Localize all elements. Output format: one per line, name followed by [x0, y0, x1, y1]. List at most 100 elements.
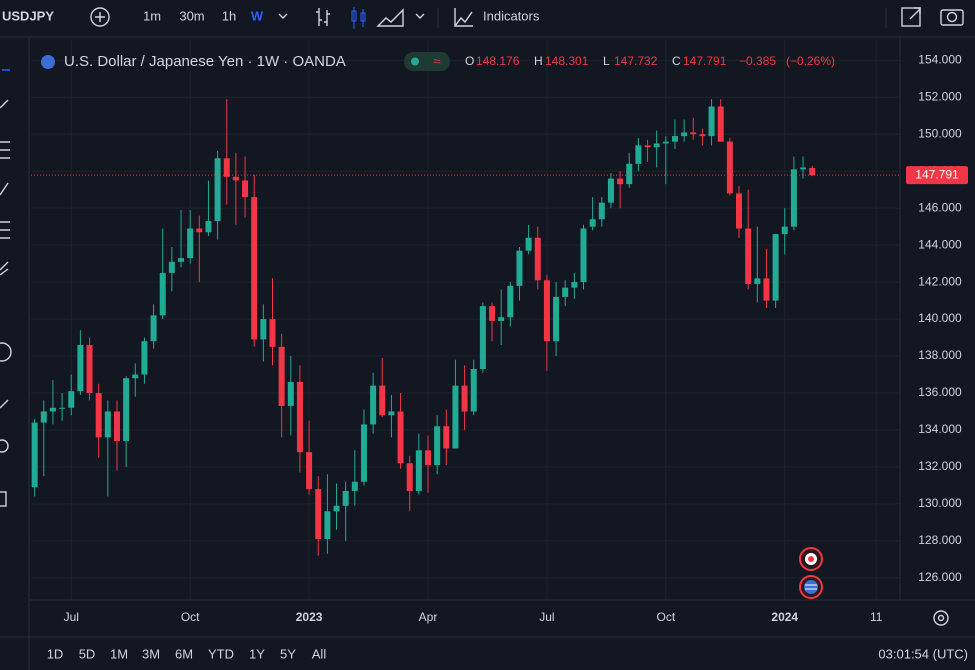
fullscreen-button[interactable] — [901, 7, 921, 27]
snapshot-button[interactable] — [940, 9, 964, 26]
range-button[interactable]: 5D — [79, 646, 96, 661]
range-button[interactable]: YTD — [208, 646, 234, 661]
range-button[interactable]: 1D — [47, 646, 64, 661]
ohlc-value: 147.791 — [683, 54, 727, 68]
event-marker[interactable] — [799, 547, 823, 571]
candle-body — [150, 315, 157, 342]
range-button[interactable]: All — [312, 646, 327, 661]
candle-body — [342, 490, 349, 506]
top-toolbar — [0, 0, 975, 36]
market-status[interactable] — [404, 52, 450, 71]
candle-body — [690, 132, 697, 135]
candle-body — [40, 411, 47, 423]
candle-body — [196, 228, 203, 233]
candle-body — [415, 450, 422, 491]
candle-body — [104, 411, 111, 438]
candle-body — [296, 381, 303, 453]
x-tick-label: Apr — [419, 610, 438, 624]
add-symbol-button[interactable] — [90, 7, 110, 27]
candle-body — [351, 481, 358, 491]
indicators-label[interactable]: Indicators — [483, 8, 540, 23]
candle-body — [287, 381, 294, 406]
candle-body — [699, 134, 706, 137]
style-dropdown[interactable] — [415, 13, 425, 19]
interval-button[interactable]: 30m — [179, 8, 204, 23]
range-button[interactable]: 1M — [110, 646, 128, 661]
candle-body — [406, 463, 413, 491]
candle-body — [607, 178, 614, 203]
left-toolbar — [0, 38, 28, 670]
candle-body — [708, 106, 715, 137]
candle-body — [790, 169, 797, 227]
candle-body — [214, 158, 221, 222]
candle-body — [781, 226, 788, 235]
candle-body — [232, 176, 239, 181]
change-value: −0.385 — [739, 54, 776, 68]
interval-button[interactable]: 1h — [222, 8, 236, 23]
candle-body — [653, 143, 660, 148]
candle-body — [754, 278, 761, 284]
bars-style-button[interactable] — [316, 8, 330, 26]
event-marker[interactable] — [799, 575, 823, 599]
y-tick-label: 146.000 — [918, 200, 962, 214]
settings-button[interactable] — [933, 610, 949, 626]
candle-body — [598, 202, 605, 220]
y-tick-label: 150.000 — [918, 126, 962, 140]
y-tick-label: 140.000 — [918, 311, 962, 325]
ohlc-key: O — [465, 54, 474, 68]
area-style-button[interactable] — [376, 8, 404, 27]
x-tick-label: 2023 — [296, 610, 323, 624]
candle-body — [772, 234, 779, 301]
x-tick-label: Jul — [64, 610, 79, 624]
chart-title: U.S. Dollar / Japanese Yen · 1W · OANDA — [64, 53, 346, 70]
range-button[interactable]: 5Y — [280, 646, 296, 661]
status-dot — [411, 57, 419, 66]
y-tick-label: 154.000 — [918, 53, 962, 67]
candle-body — [333, 505, 340, 512]
candle-body — [159, 272, 166, 316]
status-icon: ≈ — [433, 53, 440, 68]
candle-body — [745, 228, 752, 284]
candle-body — [763, 278, 770, 301]
indicators-button[interactable]: Indicators — [454, 8, 540, 27]
candle-body — [132, 374, 139, 379]
ohlc-value: 148.301 — [545, 54, 589, 68]
x-tick-label: Jul — [539, 610, 554, 624]
candle-body — [324, 511, 331, 540]
range-button[interactable]: 6M — [175, 646, 193, 661]
candle-body — [662, 141, 669, 144]
candle-body — [736, 193, 743, 229]
candle-body — [479, 306, 486, 369]
candle-body — [525, 237, 532, 251]
symbol[interactable]: USDJPY — [2, 8, 54, 23]
y-tick-label: 138.000 — [918, 348, 962, 362]
y-tick-label: 132.000 — [918, 459, 962, 473]
ohlc-key: H — [534, 54, 543, 68]
ohlc-key: L — [603, 54, 610, 68]
candle-body — [86, 344, 93, 394]
candle-body — [370, 385, 377, 425]
candle-body — [800, 167, 807, 170]
candle-body — [242, 180, 249, 198]
candle-body — [379, 385, 386, 416]
drawing-tools[interactable] — [0, 69, 12, 507]
candle-body — [434, 426, 441, 466]
interval-button-active[interactable]: W — [251, 8, 264, 23]
interval-button[interactable]: 1m — [143, 8, 161, 23]
y-tick-label: 130.000 — [918, 496, 962, 510]
candle-body — [360, 424, 367, 482]
candle-body — [470, 368, 477, 412]
candle-body — [726, 141, 733, 194]
range-button[interactable]: 3M — [142, 646, 160, 661]
candle-body — [260, 319, 267, 340]
interval-dropdown[interactable] — [278, 13, 288, 19]
range-button[interactable]: 1Y — [249, 646, 265, 661]
x-tick-label: 11 — [870, 610, 883, 624]
x-tick-label: 2024 — [771, 610, 798, 624]
candle-body — [141, 341, 148, 375]
candle-body — [306, 452, 313, 490]
candle-body — [534, 237, 541, 281]
ohlc-legend: O 148.176 H 148.301 L 147.732 C 147.791 −0.385 (−… — [465, 54, 835, 68]
candles-style-button[interactable] — [351, 7, 366, 29]
